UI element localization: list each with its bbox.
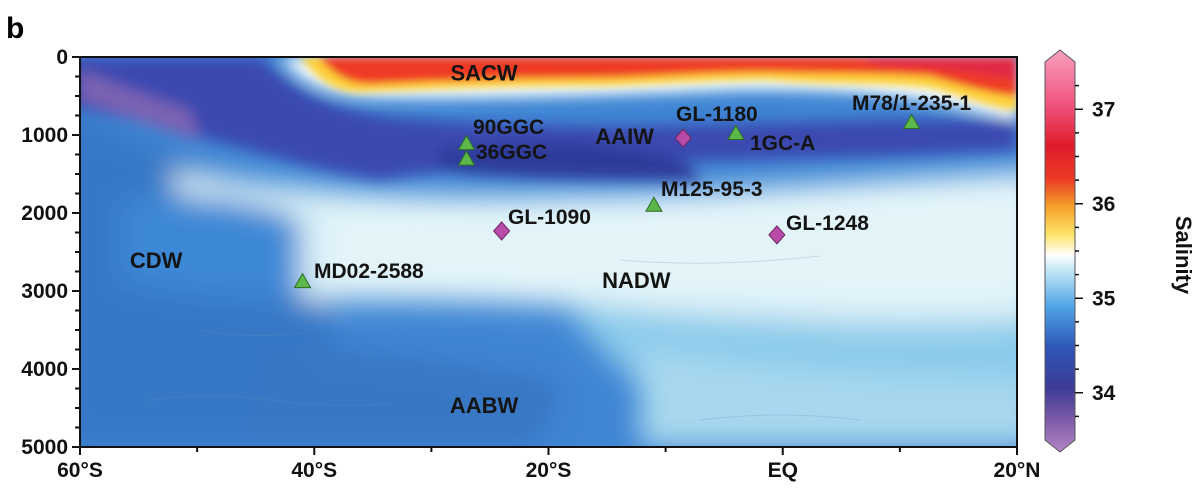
site-marker-diamond [674,128,692,148]
y-tick-label: 4000 [21,358,68,381]
y-tick-label: 2000 [21,202,68,225]
water-mass-label: AAIW [595,124,654,149]
site-label: 1GC-A [750,132,815,155]
site-marker-diamond [492,221,511,241]
water-mass-label: AABW [450,393,519,418]
water-mass-labels: SACW AAIW CDW NADW AABW [130,61,671,418]
site-label: 90GGC [473,116,544,139]
site-label: M78/1-235-1 [852,92,971,115]
x-tick-label: 20°S [526,459,572,482]
colorbar-tick-label: 37 [1092,98,1115,121]
salinity-field [80,57,1017,447]
site-label: GL-1090 [508,206,591,229]
y-axis: 0 1000 2000 3000 4000 5000 [21,46,80,459]
site-marker-triangle [293,272,312,289]
site-marker-triangle [457,134,476,151]
site-marker-diamond [768,225,786,245]
x-tick-label: 40°S [291,459,337,482]
site-marker-triangle [727,124,745,140]
y-tick-label: 0 [56,46,68,69]
x-tick-label: 20°N [994,459,1041,482]
water-mass-label: NADW [602,268,671,293]
site-label: 36GGC [476,141,547,164]
site-label: MD02-2588 [314,260,424,283]
x-tick-label: 60°S [57,459,103,482]
site-marker-triangle [645,196,663,212]
water-mass-label: SACW [450,61,517,86]
x-axis: 60°S 40°S 20°S EQ 20°N [57,447,1040,482]
colorbar-tick-label: 36 [1092,193,1115,216]
panel-label: b [6,12,24,45]
x-tick-label: EQ [768,459,798,482]
site-label: GL-1248 [786,212,869,235]
colorbar: 34 35 36 37 Salinity [1044,49,1196,453]
site-marker-triangle [902,113,921,130]
colorbar-title: Salinity [1171,216,1196,295]
colorbar-tick-label: 34 [1092,382,1116,405]
water-mass-label: CDW [130,248,183,273]
colorbar-ticks: 34 35 36 37 [1075,84,1116,418]
y-tick-label: 5000 [21,436,68,459]
site-label: GL-1180 [676,103,758,126]
site-marker-triangle [457,150,476,166]
y-tick-label: 1000 [21,124,68,147]
y-tick-label: 3000 [21,280,68,303]
colorbar-tick-label: 35 [1092,287,1116,310]
site-label: M125-95-3 [661,178,763,201]
